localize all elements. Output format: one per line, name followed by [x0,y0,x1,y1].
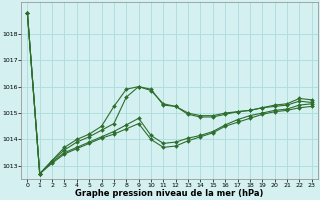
X-axis label: Graphe pression niveau de la mer (hPa): Graphe pression niveau de la mer (hPa) [76,189,264,198]
